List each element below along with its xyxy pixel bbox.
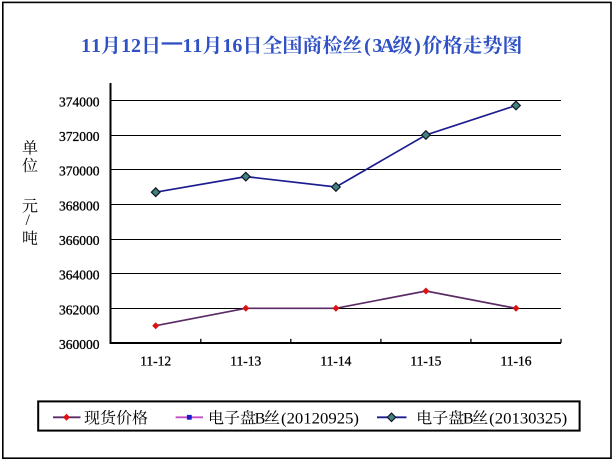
svg-text:362000: 362000 (59, 302, 100, 317)
svg-text:1: 1 (91, 35, 101, 57)
svg-text:11-15: 11-15 (410, 354, 441, 369)
svg-text:(20120925): (20120925) (281, 410, 359, 427)
svg-text:A: A (380, 35, 395, 57)
svg-text:368000: 368000 (59, 198, 100, 213)
svg-text:11-16: 11-16 (501, 354, 532, 369)
svg-text:1: 1 (121, 35, 131, 57)
svg-text:(20130325): (20130325) (489, 410, 567, 427)
svg-text:6: 6 (232, 35, 242, 57)
svg-text:11-12: 11-12 (140, 354, 171, 369)
svg-text:3: 3 (372, 35, 382, 57)
svg-text:11-14: 11-14 (320, 354, 351, 369)
svg-text:1: 1 (81, 35, 91, 57)
svg-text:374000: 374000 (59, 94, 100, 109)
svg-text:366000: 366000 (59, 233, 100, 248)
svg-text:372000: 372000 (59, 129, 100, 144)
svg-text:1: 1 (192, 35, 202, 57)
svg-text:/: / (26, 212, 31, 229)
svg-text:11-13: 11-13 (230, 354, 261, 369)
svg-text:1: 1 (222, 35, 232, 57)
svg-text:(: ( (364, 35, 371, 57)
svg-text:360000: 360000 (59, 337, 100, 352)
svg-text:B: B (255, 410, 266, 427)
svg-text:1: 1 (182, 35, 192, 57)
svg-text:370000: 370000 (59, 164, 100, 179)
svg-text:): ) (414, 35, 421, 57)
svg-text:2: 2 (131, 35, 141, 57)
svg-text:364000: 364000 (59, 268, 100, 283)
svg-text:B: B (463, 410, 474, 427)
